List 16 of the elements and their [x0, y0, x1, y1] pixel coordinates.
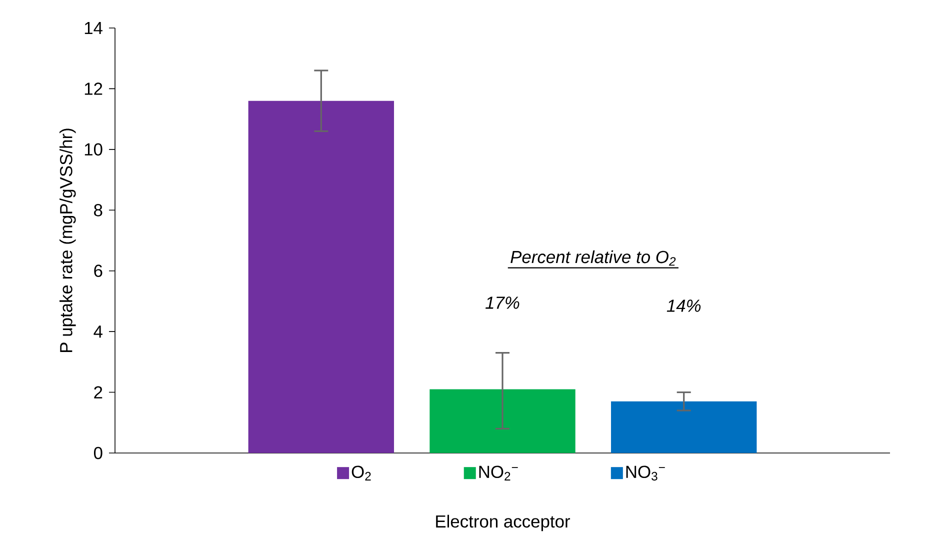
y-tick-label: 14: [84, 22, 102, 34]
y-tick-label: 2: [94, 386, 102, 398]
y-tick-label: 8: [94, 204, 102, 216]
y-tick-label: 0: [94, 446, 102, 460]
annotation: 17%: [486, 296, 520, 309]
x-axis-title: Electron acceptor: [436, 514, 570, 532]
annotation: Percent relative to O$_{2}$: [510, 250, 676, 266]
y-tick-label: 4: [94, 326, 102, 338]
legend-label: O$_{2}$: [352, 466, 371, 480]
annotation: 14%: [666, 300, 701, 312]
y-tick-label: 6: [94, 264, 102, 278]
legend-label: NO$_{2}$−: [479, 466, 518, 480]
y-tick-label: 12: [84, 82, 102, 95]
y-tick-label: 10: [84, 143, 102, 156]
legend-label: NO$_{3}$−: [626, 466, 665, 481]
y-axis-title: P uptake rate (mgP/gVSS/hr): [60, 128, 76, 352]
